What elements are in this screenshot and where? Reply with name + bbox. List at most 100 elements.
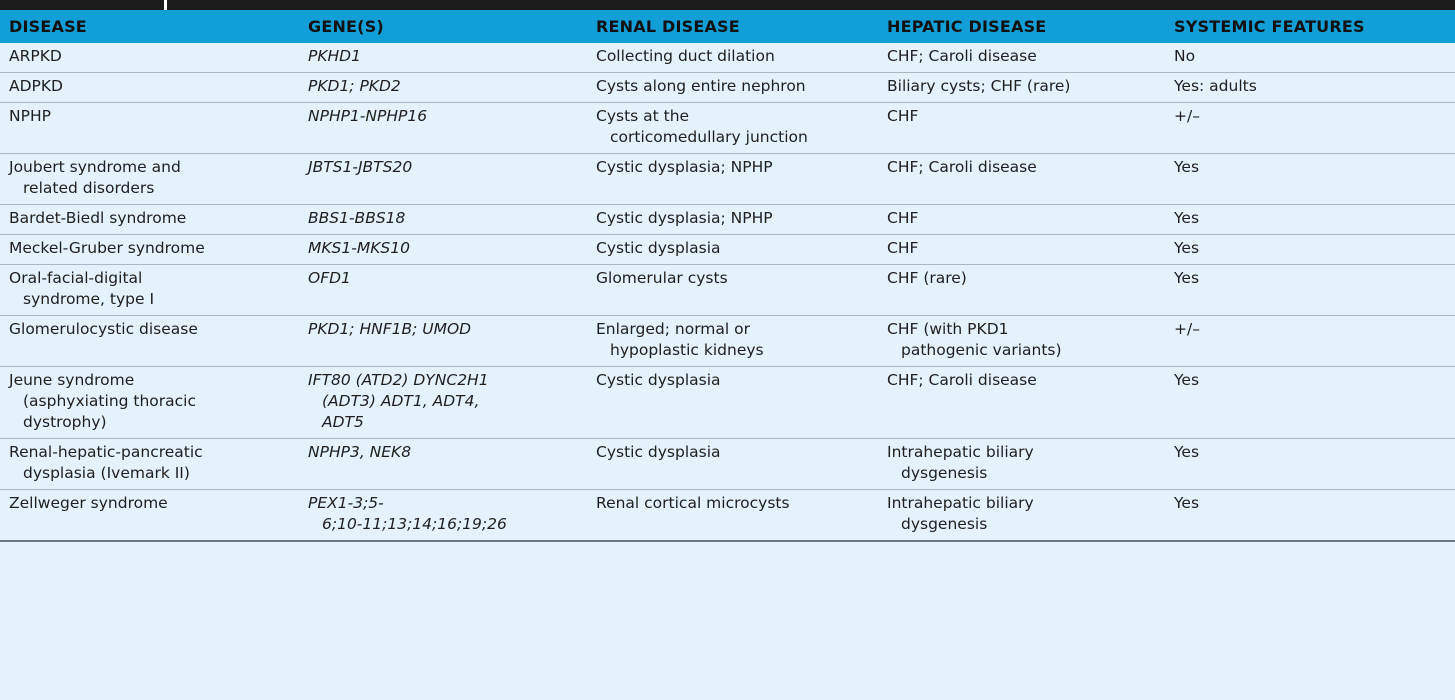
cell-renal-line: Glomerular cysts — [596, 269, 728, 287]
cell-hepatic-line: CHF; Caroli disease — [887, 371, 1037, 389]
cell-renal: Cystic dysplasia — [587, 438, 878, 490]
cell-genes-line: PEX1-3;5- — [308, 494, 384, 512]
cell-hepatic-line: Intrahepatic biliary — [887, 443, 1034, 461]
cell-renal: Renal cortical microcysts — [587, 489, 878, 542]
table-row: Meckel-Gruber syndrome MKS1-MKS10 Cystic d… — [0, 234, 1455, 265]
cell-systemic-line: No — [1174, 47, 1196, 65]
cell-genes-line: (ADT3) ADT1, ADT4, — [322, 392, 480, 410]
cell-genes-line: ADT5 — [322, 413, 364, 431]
cell-hepatic: CHF; Caroli disease — [878, 366, 1165, 439]
cell-renal-line: Cystic dysplasia; NPHP — [596, 209, 773, 227]
cell-disease: Glomerulocystic disease — [0, 315, 299, 367]
cell-systemic-line: +/– — [1174, 107, 1200, 125]
cell-systemic: Yes — [1165, 234, 1455, 265]
cell-hepatic-line: CHF; Caroli disease — [887, 47, 1037, 65]
cell-hepatic-line: dysgenesis — [901, 515, 988, 533]
cell-renal-line: Renal cortical microcysts — [596, 494, 790, 512]
cell-disease-line: Renal-hepatic-pancreatic — [9, 443, 203, 461]
cell-hepatic: CHF (rare) — [878, 264, 1165, 316]
cell-hepatic-line: CHF — [887, 107, 919, 125]
cell-renal-line: Cystic dysplasia — [596, 371, 721, 389]
table-row: Oral-facial-digital syndrome, type I OFD1 G… — [0, 264, 1455, 316]
cell-disease-line: (asphyxiating thoracic — [23, 392, 197, 410]
cell-disease-line: Oral-facial-digital — [9, 269, 143, 287]
cell-disease-line: dysplasia (Ivemark II) — [23, 464, 190, 482]
cell-systemic: Yes — [1165, 366, 1455, 439]
top-border-bar — [0, 0, 1455, 10]
cell-systemic: +/– — [1165, 315, 1455, 367]
cell-renal: Cystic dysplasia; NPHP — [587, 204, 878, 235]
cell-genes: NPHP1-NPHP16 — [299, 102, 587, 154]
cell-renal: Cysts at the corticomedullary junction — [587, 102, 878, 154]
cell-systemic-line: Yes — [1174, 443, 1200, 461]
header-hepatic-disease: HEPATIC DISEASE — [878, 10, 1165, 43]
cell-systemic: No — [1165, 43, 1455, 73]
cell-renal: Cysts along entire nephron — [587, 72, 878, 103]
cell-hepatic: Biliary cysts; CHF (rare) — [878, 72, 1165, 103]
cell-disease-line: ADPKD — [9, 77, 63, 95]
table-row: Glomerulocystic disease PKD1; HNF1B; UMOD… — [0, 315, 1455, 367]
cell-genes: PEX1-3;5- 6;10-11;13;14;16;19;26 — [299, 489, 587, 542]
cell-disease: Jeune syndrome (asphyxiating thoracic dyst… — [0, 366, 299, 439]
cell-genes-line: PKD1; PKD2 — [308, 77, 401, 95]
table-row: Bardet-Biedl syndrome BBS1-BBS18 Cystic dy… — [0, 204, 1455, 235]
cell-disease-line: Glomerulocystic disease — [9, 320, 198, 338]
table-row: Zellweger syndrome PEX1-3;5- 6;10-11;13;14… — [0, 489, 1455, 542]
cell-disease: Oral-facial-digital syndrome, type I — [0, 264, 299, 316]
header-renal-disease: RENAL DISEASE — [587, 10, 878, 43]
cell-disease: Renal-hepatic-pancreatic dysplasia (Ivema… — [0, 438, 299, 490]
cell-renal-line: Cysts at the — [596, 107, 690, 125]
cell-disease-line: ARPKD — [9, 47, 62, 65]
cell-hepatic-line: CHF — [887, 209, 919, 227]
cell-genes: OFD1 — [299, 264, 587, 316]
cell-hepatic-line: Biliary cysts; CHF (rare) — [887, 77, 1071, 95]
cell-renal-line: Cystic dysplasia — [596, 443, 721, 461]
table-row: ARPKD PKHD1 Collecting duct dilation CHF; C… — [0, 43, 1455, 73]
cell-renal: Cystic dysplasia — [587, 234, 878, 265]
cell-renal-line: Cystic dysplasia; NPHP — [596, 158, 773, 176]
cell-hepatic: CHF; Caroli disease — [878, 43, 1165, 73]
cell-disease-line: related disorders — [23, 179, 155, 197]
cell-renal-line: Cysts along entire nephron — [596, 77, 806, 95]
cell-genes: PKD1; PKD2 — [299, 72, 587, 103]
cell-genes: MKS1-MKS10 — [299, 234, 587, 265]
cell-hepatic: CHF; Caroli disease — [878, 153, 1165, 205]
table-row: Jeune syndrome (asphyxiating thoracic dyst… — [0, 366, 1455, 439]
cell-disease-line: Joubert syndrome and — [9, 158, 181, 176]
table-row: NPHP NPHP1-NPHP16 Cysts at the corticomedul… — [0, 102, 1455, 154]
cell-genes-line: NPHP1-NPHP16 — [308, 107, 428, 125]
cell-renal-line: Collecting duct dilation — [596, 47, 775, 65]
header-row: DISEASE GENE(S) RENAL DISEASE HEPATIC DI… — [0, 10, 1455, 43]
cell-renal-line: hypoplastic kidneys — [610, 341, 764, 359]
cell-genes-line: PKHD1 — [308, 47, 361, 65]
table-row: Joubert syndrome and related disorders JBT… — [0, 153, 1455, 205]
cell-hepatic-line: CHF — [887, 239, 919, 257]
header-genes: GENE(S) — [299, 10, 587, 43]
cell-genes-line: IFT80 (ATD2) DYNC2H1 — [308, 371, 489, 389]
cell-systemic: Yes — [1165, 264, 1455, 316]
cell-renal: Collecting duct dilation — [587, 43, 878, 73]
cell-hepatic: CHF — [878, 204, 1165, 235]
cell-genes-line: JBTS1-JBTS20 — [308, 158, 413, 176]
cell-hepatic-line: Intrahepatic biliary — [887, 494, 1034, 512]
cell-genes-line: OFD1 — [308, 269, 351, 287]
cell-renal: Cystic dysplasia; NPHP — [587, 153, 878, 205]
top-border-notch — [164, 0, 167, 10]
cell-hepatic-line: CHF (with PKD1 — [887, 320, 1009, 338]
cell-systemic: +/– — [1165, 102, 1455, 154]
cell-systemic-line: Yes: adults — [1174, 77, 1257, 95]
cell-renal: Cystic dysplasia — [587, 366, 878, 439]
cell-genes-line: PKD1; HNF1B; UMOD — [308, 320, 472, 338]
cell-hepatic: CHF (with PKD1 pathogenic variants) — [878, 315, 1165, 367]
cell-genes: JBTS1-JBTS20 — [299, 153, 587, 205]
cell-disease: Zellweger syndrome — [0, 489, 299, 542]
cell-disease: Bardet-Biedl syndrome — [0, 204, 299, 235]
cell-genes: IFT80 (ATD2) DYNC2H1 (ADT3) ADT1, ADT4, AD… — [299, 366, 587, 439]
disease-table: DISEASE GENE(S) RENAL DISEASE HEPATIC DI… — [0, 10, 1455, 542]
cell-genes-line: BBS1-BBS18 — [308, 209, 406, 227]
cell-disease: ADPKD — [0, 72, 299, 103]
cell-hepatic: Intrahepatic biliary dysgenesis — [878, 489, 1165, 542]
cell-systemic: Yes — [1165, 489, 1455, 542]
cell-hepatic-line: dysgenesis — [901, 464, 988, 482]
